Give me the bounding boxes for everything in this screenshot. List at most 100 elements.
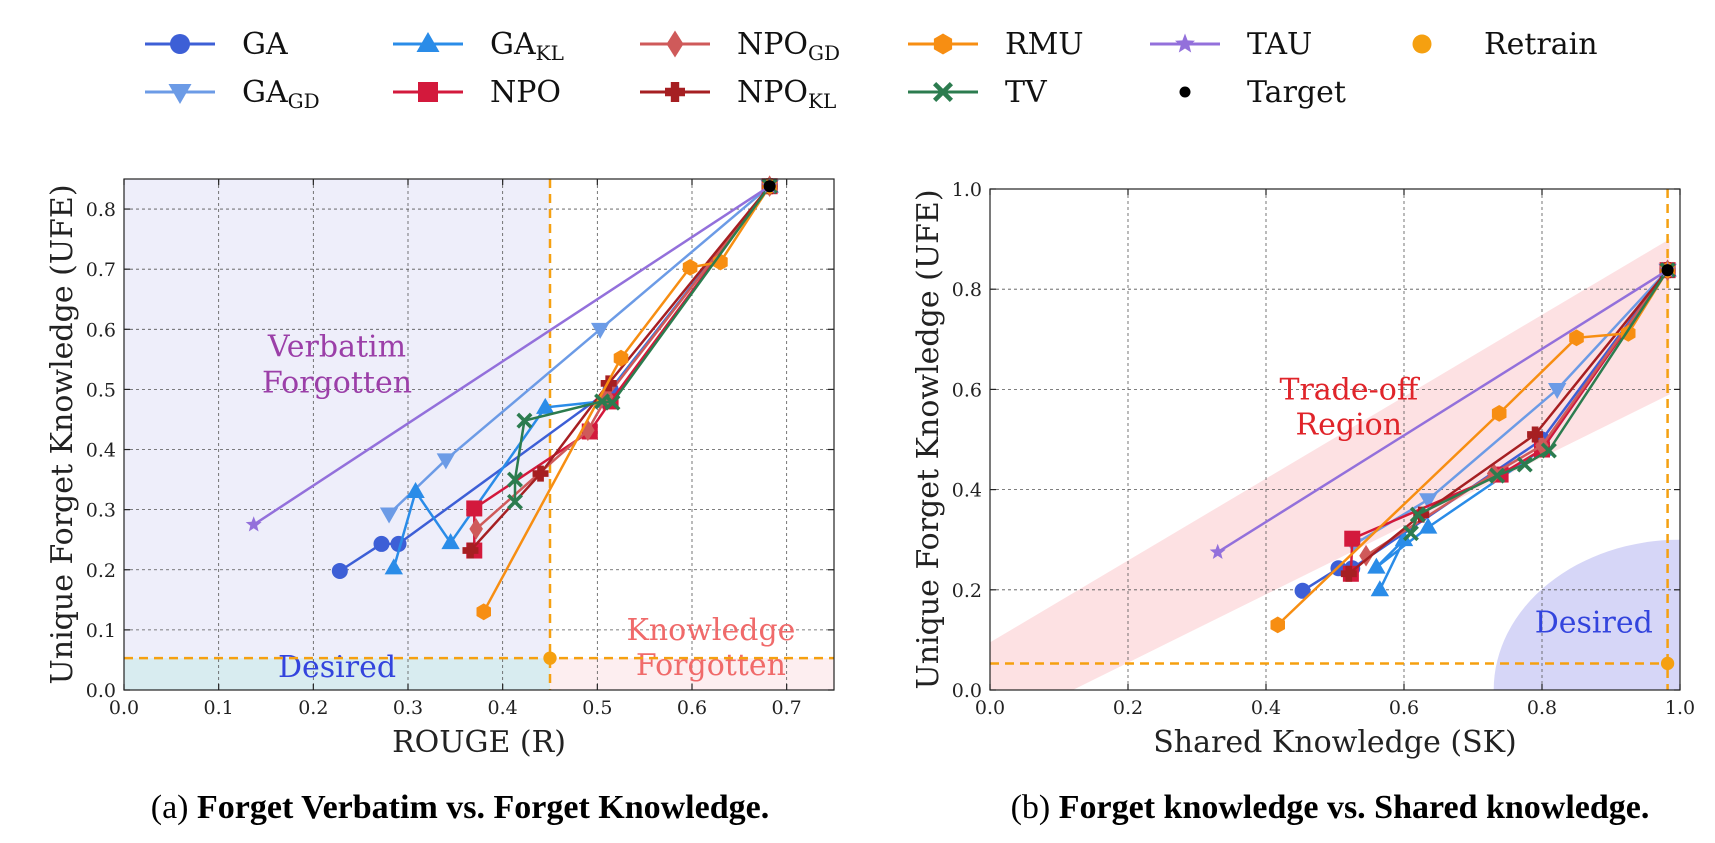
legend-label-sub: KL	[808, 89, 836, 113]
legend-item-retrain: Retrain	[1412, 27, 1598, 62]
point-npo-kl-1	[1413, 506, 1430, 523]
point-rmu-1	[1491, 405, 1507, 422]
legend-marker	[418, 82, 438, 102]
region-labels: VerbatimForgottenKnowledgeForgottenDesir…	[262, 329, 795, 684]
point-tv-1-stroke-b	[1409, 506, 1426, 523]
y-tick-label: 0.2	[952, 580, 982, 602]
series-line-tau	[253, 185, 771, 526]
region-verbatim-forgotten	[124, 179, 550, 659]
legend-label-main: GA	[242, 27, 288, 62]
legend-label-sub: KL	[536, 41, 564, 65]
point-ga-kl-2	[1367, 557, 1386, 574]
point-ga-kl-3	[1418, 517, 1438, 534]
axes-frame	[989, 188, 1681, 691]
point-tv-4	[604, 394, 621, 411]
legend-label-sub: GD	[288, 89, 320, 113]
region-label-knowledge: Knowledge	[626, 613, 795, 648]
region-label-desired: Desired	[278, 650, 396, 685]
point-tv-2-stroke-b	[1489, 467, 1506, 484]
ticks: 0.0 0.1 0.2 0.3 0.4 0.5 0.6 0.7 0.0 0.1 0.2 0.3 0.4 0…	[86, 179, 834, 719]
legend-label: GA	[242, 27, 288, 62]
region-desired	[1493, 539, 1680, 690]
y-tick-label: 0.4	[952, 480, 982, 502]
caption-title: Forget Verbatim vs. Forget Knowledge.	[197, 789, 769, 826]
y-tick-label: 0.6	[952, 379, 982, 401]
x-tick-label: 0.2	[298, 697, 328, 719]
point-npo-kl-1	[532, 465, 549, 482]
caption-title: Forget knowledge vs. Shared knowledge.	[1059, 789, 1650, 826]
point-npo-kl-0	[1340, 565, 1357, 582]
y-tick-label: 0.0	[952, 680, 982, 702]
x-tick-label: 0.2	[1113, 697, 1143, 719]
point-tv-1-stroke-b	[506, 471, 523, 488]
point-ga-kl-2	[441, 533, 460, 550]
point-tv-3	[1516, 456, 1533, 473]
point-ga-kl-3	[536, 397, 555, 414]
x-tick-label: 0.8	[1527, 697, 1557, 719]
legend-label: RMU	[1005, 27, 1084, 62]
legend-label: GAKL	[490, 27, 564, 65]
x-tick-label: 0.4	[1251, 697, 1281, 719]
legend-label: TV	[1005, 75, 1048, 110]
x-axis-label: Shared Knowledge (SK)	[1153, 725, 1517, 760]
point-ga-gd-2	[590, 322, 610, 339]
point-ga-gd-1	[436, 453, 456, 470]
region-desired	[124, 658, 550, 690]
axes-frame	[123, 178, 835, 691]
point-tau-0	[1209, 543, 1226, 559]
y-tick-label: 0.5	[86, 379, 116, 401]
legend-marker	[666, 30, 684, 58]
point-tv-2-stroke-b	[516, 412, 533, 429]
point-rmu-2	[1569, 329, 1584, 347]
x-tick-label: 0.6	[677, 697, 707, 719]
legend-marker	[665, 82, 685, 103]
point-rmu-0	[476, 603, 491, 621]
legend-marker	[170, 34, 190, 54]
y-axis-label: Unique Forget Knowledge (UFE)	[45, 184, 80, 684]
y-tick-label: 0.8	[86, 199, 116, 221]
legend-label: NPOGD	[737, 27, 840, 65]
legend-item-ga-gd: GAGD	[145, 75, 320, 113]
region-label-region: Region	[1296, 407, 1403, 442]
series-line-tv	[513, 185, 771, 502]
y-tick-label: 0.6	[86, 319, 116, 341]
legend-label-main: GA	[242, 75, 288, 110]
point-ga-kl-1	[406, 482, 425, 499]
point-tv-4-stroke-b	[1540, 442, 1557, 459]
series-line-npo-kl	[1348, 269, 1669, 575]
caption-prefix: (b)	[1011, 789, 1059, 826]
x-tick-label: 0.1	[204, 697, 234, 719]
point-tau-0	[245, 516, 262, 532]
point-npo-1	[1344, 530, 1361, 547]
legend-marker	[168, 84, 192, 104]
legend-marker	[933, 33, 953, 55]
point-ga-0	[1294, 582, 1311, 599]
point-rmu-1	[613, 349, 629, 367]
x-tick-label: 0.3	[393, 697, 423, 719]
point-ga-0	[331, 562, 348, 579]
legend-label: NPOKL	[737, 75, 836, 113]
y-tick-label: 0.2	[86, 560, 116, 582]
point-tv-0-stroke-b	[1402, 525, 1419, 542]
target-point	[763, 180, 776, 193]
region-trade-off	[990, 239, 1670, 690]
point-tv-3-stroke-b	[1516, 456, 1533, 473]
legend-marker	[933, 82, 953, 102]
point-ga-kl-0	[384, 558, 403, 575]
legend-label-main: TV	[1005, 75, 1048, 110]
legend-label-main: NPO	[737, 27, 808, 62]
x-axis-label: ROUGE (R)	[392, 725, 566, 760]
legend-item-tau: TAU	[1150, 27, 1312, 62]
x-tick-label: 0.6	[1389, 697, 1419, 719]
x-tick-label: 0.4	[488, 697, 518, 719]
point-tv-4-stroke-b	[604, 394, 621, 411]
legend-label: NPO	[490, 75, 561, 110]
legend-label-main: NPO	[737, 75, 808, 110]
point-ga-gd-0	[379, 507, 399, 524]
point-ga-gd-1	[1418, 493, 1438, 510]
series-line-tau	[1217, 269, 1669, 554]
legend-marker	[1175, 33, 1195, 53]
point-tv-2	[516, 412, 533, 429]
